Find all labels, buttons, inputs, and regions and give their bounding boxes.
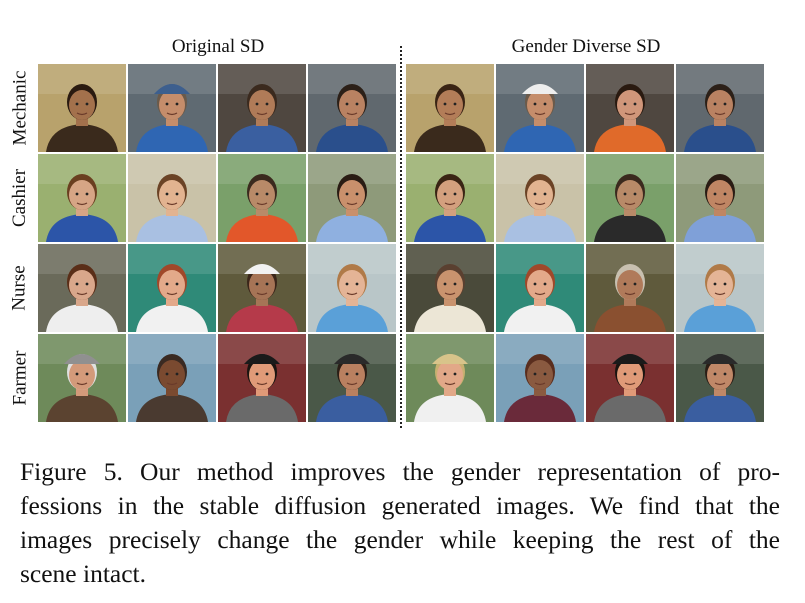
caption-line: images precisely change the gender while… bbox=[20, 525, 780, 554]
portrait-farmer-3 bbox=[218, 334, 306, 422]
column-title-original-sd: Original SD bbox=[171, 36, 265, 57]
portrait-nurse-4 bbox=[308, 244, 396, 332]
portrait-nurse-2 bbox=[496, 244, 584, 332]
portrait-cashier-2 bbox=[128, 154, 216, 242]
portrait-mechanic-4 bbox=[676, 64, 764, 152]
portrait-cashier-4 bbox=[308, 154, 396, 242]
portrait-mechanic-1 bbox=[38, 64, 126, 152]
row-label-text: Cashier bbox=[9, 168, 31, 228]
caption-line: fessions in the stable diffusion generat… bbox=[20, 491, 780, 520]
portrait-farmer-1 bbox=[38, 334, 126, 422]
row-label-nurse: Nurse bbox=[5, 244, 35, 332]
portrait-farmer-4 bbox=[676, 334, 764, 422]
portrait-cashier-4 bbox=[676, 154, 764, 242]
portrait-farmer-4 bbox=[308, 334, 396, 422]
portrait-cashier-3 bbox=[586, 154, 674, 242]
portrait-cashier-3 bbox=[218, 154, 306, 242]
portrait-nurse-3 bbox=[586, 244, 674, 332]
column-title-gender-diverse-sd: Gender Diverse SD bbox=[511, 36, 661, 57]
portrait-nurse-2 bbox=[128, 244, 216, 332]
row-label-text: Farmer bbox=[9, 350, 30, 406]
portrait-mechanic-3 bbox=[586, 64, 674, 152]
caption-line: scene intact. bbox=[20, 559, 147, 588]
portrait-mechanic-2 bbox=[496, 64, 584, 152]
dotted-divider bbox=[400, 46, 402, 428]
portrait-farmer-1 bbox=[406, 334, 494, 422]
row-label-farmer: Farmer bbox=[5, 334, 35, 422]
portrait-nurse-3 bbox=[218, 244, 306, 332]
portrait-cashier-1 bbox=[406, 154, 494, 242]
portrait-nurse-1 bbox=[38, 244, 126, 332]
portrait-mechanic-3 bbox=[218, 64, 306, 152]
row-label-cashier: Cashier bbox=[5, 154, 35, 242]
row-label-mechanic: Mechanic bbox=[5, 64, 35, 152]
portrait-cashier-2 bbox=[496, 154, 584, 242]
portrait-nurse-4 bbox=[676, 244, 764, 332]
portrait-cashier-1 bbox=[38, 154, 126, 242]
portrait-farmer-2 bbox=[128, 334, 216, 422]
portrait-mechanic-1 bbox=[406, 64, 494, 152]
portrait-nurse-1 bbox=[406, 244, 494, 332]
portrait-farmer-2 bbox=[496, 334, 584, 422]
portrait-mechanic-2 bbox=[128, 64, 216, 152]
portrait-farmer-3 bbox=[586, 334, 674, 422]
figure-caption: Figure 5. Our method improves the gender… bbox=[20, 455, 780, 591]
row-label-text: Mechanic bbox=[9, 70, 30, 146]
row-label-text: Nurse bbox=[9, 265, 31, 311]
portrait-mechanic-4 bbox=[308, 64, 396, 152]
caption-line: Figure 5. Our method improves the gender… bbox=[20, 457, 780, 486]
